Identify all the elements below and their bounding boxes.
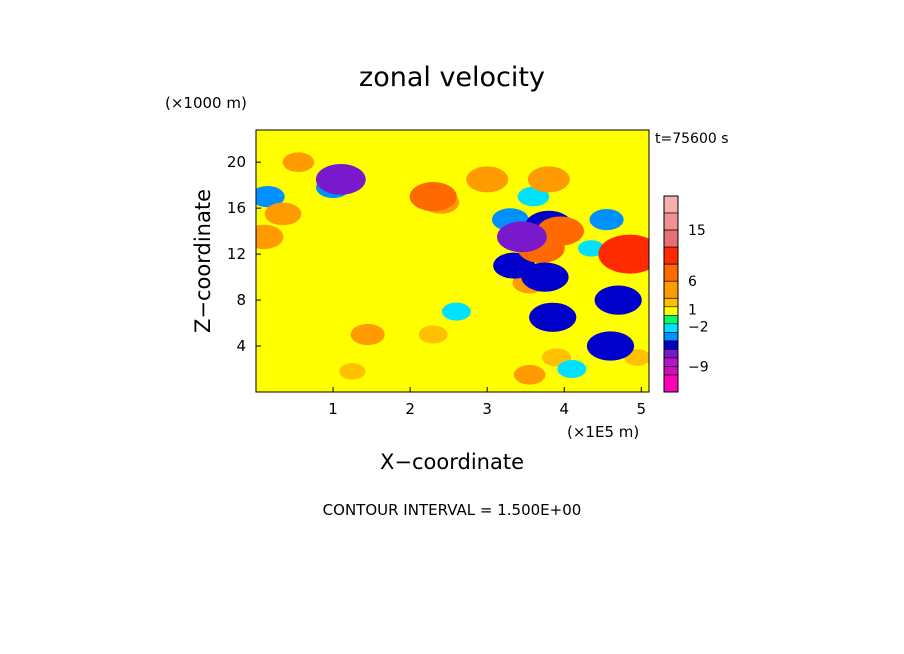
colorbar-band-14: [663, 366, 679, 376]
y-axis-label: Z−coordinate: [191, 189, 215, 333]
velocity-contour-4: [414, 368, 437, 382]
x-tick-label: 2: [405, 400, 415, 418]
velocity-contour-18: [256, 186, 285, 208]
colorbar-band-9: [663, 323, 679, 333]
velocity-contour-40: [598, 234, 649, 274]
colorbar: 15 6 1−2 −9: [663, 195, 709, 393]
colorbar-band-10: [663, 331, 679, 342]
x-axis-label: X−coordinate: [380, 450, 524, 474]
velocity-contour-3: [399, 247, 421, 261]
velocity-contour-38: [315, 164, 366, 195]
colorbar-band-2: [663, 229, 679, 248]
velocity-contour-23: [264, 202, 302, 226]
x-axis-ticks: 1 2 3 4 5: [328, 387, 646, 418]
chart-title: zonal velocity: [359, 62, 545, 93]
colorbar-label: 1: [688, 303, 697, 319]
velocity-contour-2: [299, 345, 321, 359]
colorbar-band-8: [663, 314, 679, 325]
velocity-contour-0: [345, 236, 367, 250]
velocity-contour-1: [283, 276, 306, 290]
colorbar-frame: [663, 195, 679, 393]
velocity-contour-30: [409, 182, 457, 212]
colorbar-label: −9: [688, 359, 709, 375]
colorbar-band-12: [663, 349, 679, 359]
velocity-contour-8: [339, 363, 366, 380]
colorbar-band-15: [663, 374, 679, 393]
velocity-contour-9: [578, 240, 605, 257]
colorbar-label: 6: [688, 274, 697, 290]
y-tick-label: 8: [236, 291, 246, 309]
velocity-contour-27: [466, 166, 509, 193]
velocity-contour-33: [521, 262, 569, 292]
velocity-contour-7: [623, 184, 645, 198]
velocity-contour-5: [565, 195, 587, 209]
colorbar-band-7: [663, 306, 679, 316]
plot-area: [255, 129, 650, 393]
velocity-contour-39: [497, 221, 547, 253]
plot-frame: [255, 129, 650, 393]
colorbar-label: −2: [688, 320, 709, 336]
velocity-contour-20: [350, 323, 385, 346]
velocity-contour-15: [282, 152, 315, 172]
colorbar-band-6: [663, 297, 679, 308]
velocity-contour-17: [513, 365, 546, 385]
velocity-contour-16: [517, 186, 550, 207]
velocity-contour-6: [569, 282, 591, 296]
velocity-contour-35: [536, 216, 585, 246]
colorbar-band-1: [663, 212, 679, 231]
velocity-contour-26: [256, 224, 284, 250]
colorbar-band-11: [663, 340, 679, 350]
y-axis-ticks: 4 8 12 16 20: [227, 153, 261, 355]
velocity-contour-11: [418, 325, 448, 344]
contour-interval-footer: CONTOUR INTERVAL = 1.500E+00: [323, 501, 582, 519]
y-tick-label: 16: [227, 199, 246, 217]
y-scale-note: (×1000 m): [165, 94, 247, 112]
x-tick-label: 5: [637, 400, 647, 418]
velocity-field: [256, 152, 649, 385]
colorbar-band-3: [663, 246, 679, 265]
velocity-contour-34: [529, 302, 577, 332]
velocity-contour-29: [527, 166, 570, 193]
colorbar-label: 15: [688, 223, 706, 239]
velocity-contour-36: [594, 285, 642, 315]
y-tick-label: 20: [227, 153, 246, 171]
x-tick-label: 1: [328, 400, 338, 418]
y-tick-label: 12: [227, 245, 246, 263]
x-tick-label: 4: [559, 400, 569, 418]
colorbar-band-4: [663, 263, 679, 282]
colorbar-band-0: [663, 195, 679, 214]
y-tick-label: 4: [236, 337, 246, 355]
velocity-contour-37: [586, 331, 635, 361]
velocity-contour-12: [441, 302, 471, 321]
time-label: t=75600 s: [655, 131, 729, 147]
velocity-contour-22: [589, 209, 624, 231]
x-scale-note: (×1E5 m): [567, 423, 639, 441]
colorbar-band-13: [663, 357, 679, 367]
x-tick-label: 3: [482, 400, 492, 418]
velocity-contour-14: [557, 360, 587, 378]
colorbar-band-5: [663, 280, 679, 299]
